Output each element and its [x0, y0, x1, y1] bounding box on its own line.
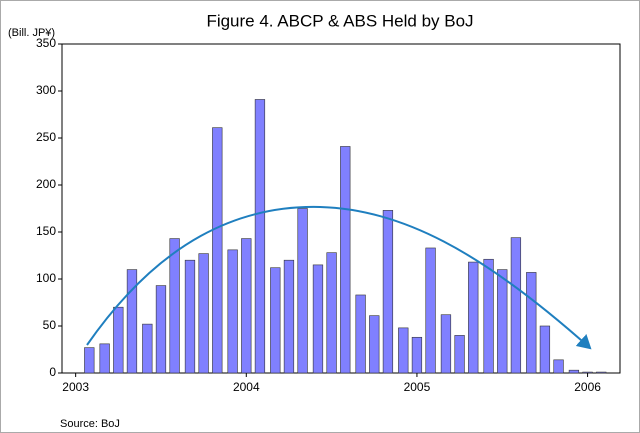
bar	[142, 323, 153, 374]
bar	[425, 247, 436, 374]
bar	[326, 252, 337, 374]
bar	[113, 306, 124, 374]
bar	[254, 99, 266, 374]
bar	[184, 259, 196, 374]
bar	[84, 347, 95, 374]
bar	[539, 325, 551, 374]
y-tick-label: 250	[36, 130, 56, 144]
y-tick-label: 200	[36, 177, 56, 191]
y-tick-label: 50	[43, 318, 57, 332]
bar	[440, 314, 452, 374]
bar	[99, 343, 110, 374]
bar	[382, 210, 394, 374]
bar	[312, 264, 324, 374]
y-tick-label: 100	[36, 271, 56, 285]
bar	[270, 267, 281, 374]
bar	[198, 253, 209, 374]
y-axis-label: (Bill. JP¥)	[8, 27, 55, 39]
bar	[468, 261, 479, 374]
bar	[241, 238, 252, 374]
bar	[568, 369, 580, 374]
bar	[582, 371, 593, 374]
y-tick-label: 300	[36, 83, 56, 97]
bar	[369, 315, 380, 374]
bar	[340, 146, 351, 374]
bar	[497, 269, 508, 374]
bar	[297, 208, 308, 374]
bar	[227, 249, 238, 374]
bar	[526, 272, 537, 374]
chart-title: Figure 4. ABCP & ABS Held by BoJ	[206, 11, 473, 30]
bar	[126, 269, 138, 374]
y-tick-label: 150	[36, 224, 56, 238]
bar	[169, 238, 180, 374]
bar	[454, 335, 465, 374]
bar	[398, 327, 409, 374]
trend-line	[86, 205, 592, 350]
bar	[283, 259, 295, 374]
source: Source: BoJ	[60, 418, 120, 430]
x-tick-label: 2003	[62, 380, 89, 394]
bar	[155, 285, 167, 374]
bar	[212, 127, 223, 374]
x-tick-label: 2004	[233, 380, 260, 394]
bar	[355, 294, 366, 374]
bar	[596, 371, 607, 374]
bar	[510, 237, 522, 374]
x-tick-label: 2006	[574, 380, 601, 394]
y-tick-label: 0	[49, 365, 56, 379]
bar	[411, 336, 423, 374]
bar	[483, 258, 494, 374]
x-tick-label: 2005	[404, 380, 431, 394]
bar	[553, 359, 564, 374]
y-tick-label: 350	[36, 36, 56, 50]
